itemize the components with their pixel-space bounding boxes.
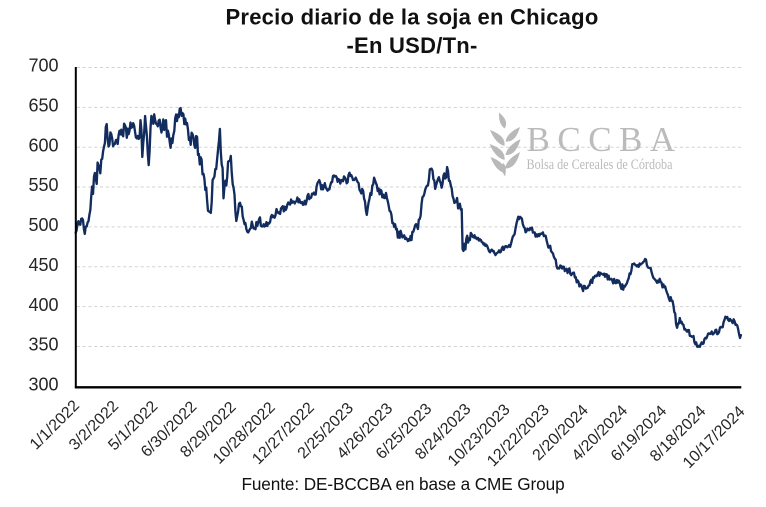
svg-text:600: 600 <box>28 135 58 155</box>
svg-text:-En USD/Tn-: -En USD/Tn- <box>346 33 477 58</box>
svg-text:Bolsa de Cereales de Córdoba: Bolsa de Cereales de Córdoba <box>527 157 673 173</box>
svg-text:BCCBA: BCCBA <box>527 120 683 159</box>
svg-text:700: 700 <box>28 56 58 76</box>
svg-text:300: 300 <box>28 375 58 395</box>
svg-text:400: 400 <box>28 295 58 315</box>
svg-text:350: 350 <box>28 335 58 355</box>
svg-text:Precio diario de la soja en Ch: Precio diario de la soja en Chicago <box>225 5 598 30</box>
svg-text:450: 450 <box>28 255 58 275</box>
svg-text:550: 550 <box>28 175 58 195</box>
svg-text:650: 650 <box>28 96 58 116</box>
svg-text:500: 500 <box>28 215 58 235</box>
svg-text:Fuente: DE-BCCBA en base a CME: Fuente: DE-BCCBA en base a CME Group <box>241 474 564 494</box>
